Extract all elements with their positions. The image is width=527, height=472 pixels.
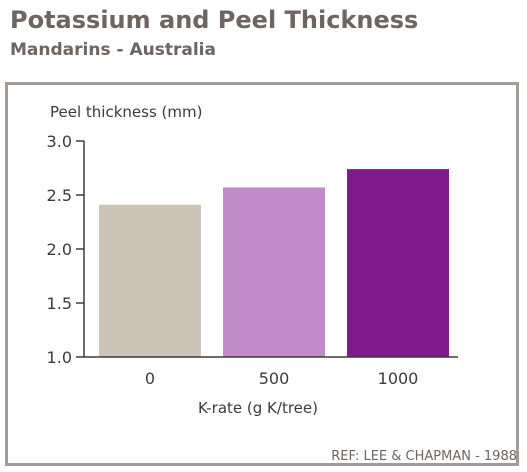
chart-subtitle: Mandarins - Australia [10,40,216,60]
y-tick-label: 2.0 [47,240,72,259]
x-tick-label: 0 [145,369,155,388]
x-tick-label: 1000 [378,369,419,388]
reference-note: REF: LEE & CHAPMAN - 1988 [331,449,517,464]
bar-500 [223,187,325,357]
bar-0 [99,204,201,357]
y-axis-label: Peel thickness (mm) [50,103,202,121]
chart-title: Potassium and Peel Thickness [10,6,419,34]
x-tick-label: 500 [259,369,290,388]
y-tick-label: 2.5 [47,186,72,205]
y-tick-label: 1.0 [47,348,72,367]
x-tick-labels: 0 500 1000 [145,369,418,388]
y-axis: 1.0 1.5 2.0 2.5 3.0 [47,132,85,367]
bars [84,169,458,358]
y-tick-label: 1.5 [47,294,72,313]
y-tick-label: 3.0 [47,132,72,151]
bar-1000 [347,169,449,357]
x-axis-label: K-rate (g K/tree) [198,399,318,417]
